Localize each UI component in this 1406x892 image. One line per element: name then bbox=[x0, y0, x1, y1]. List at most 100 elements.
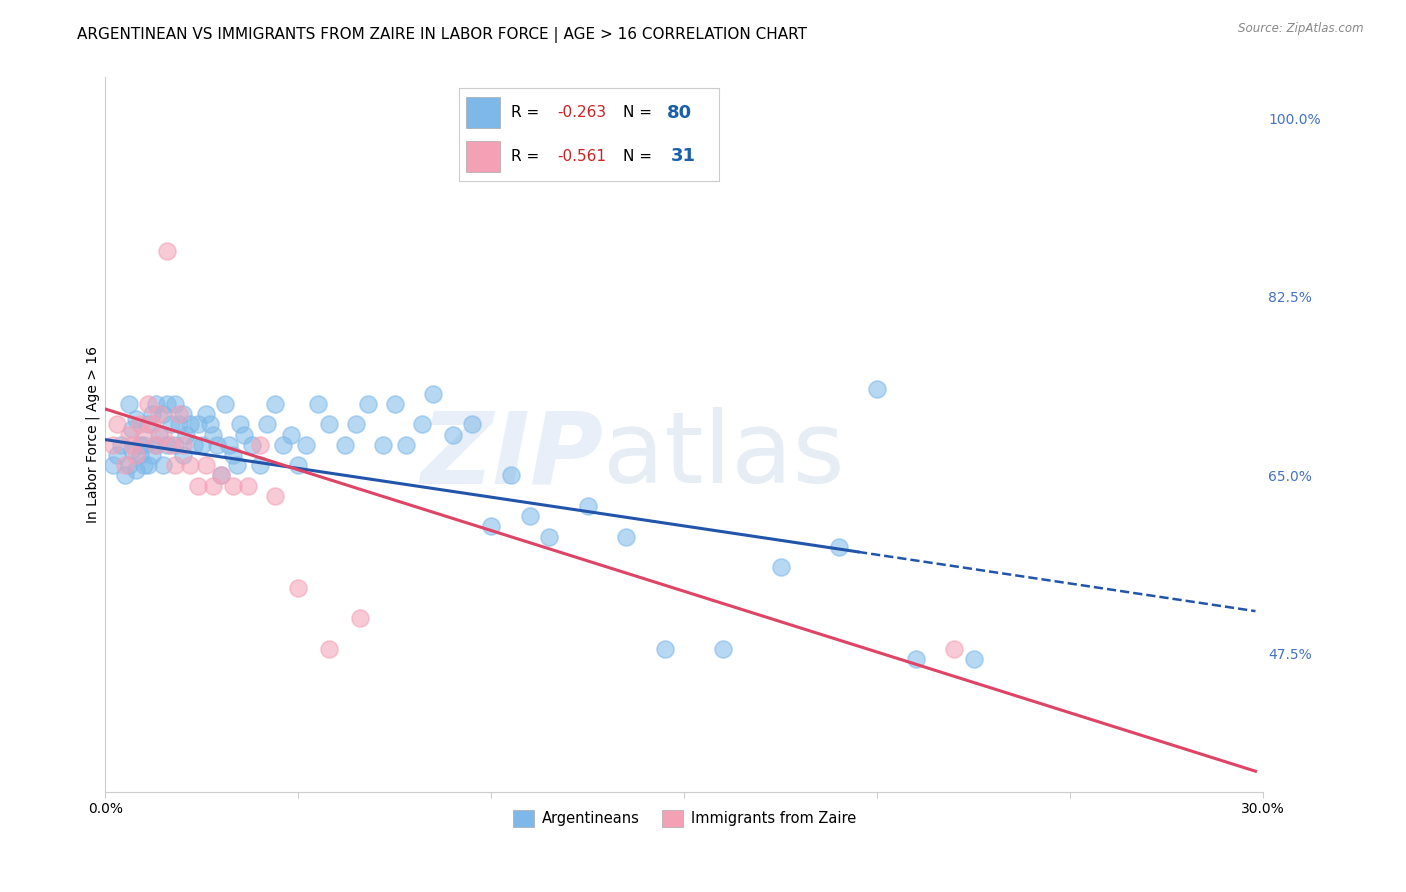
Point bbox=[145, 438, 167, 452]
Point bbox=[218, 438, 240, 452]
Point bbox=[236, 478, 259, 492]
Point bbox=[117, 458, 139, 472]
Point bbox=[136, 458, 159, 472]
Point bbox=[132, 458, 155, 472]
Point bbox=[384, 397, 406, 411]
Point bbox=[145, 397, 167, 411]
Text: Source: ZipAtlas.com: Source: ZipAtlas.com bbox=[1239, 22, 1364, 36]
Point bbox=[172, 448, 194, 462]
Point bbox=[156, 438, 179, 452]
Point bbox=[163, 438, 186, 452]
Point bbox=[318, 641, 340, 656]
Text: ZIP: ZIP bbox=[420, 408, 603, 505]
Point bbox=[114, 458, 136, 472]
Point bbox=[129, 438, 152, 452]
Point bbox=[207, 438, 229, 452]
Point bbox=[222, 478, 245, 492]
Legend: Argentineans, Immigrants from Zaire: Argentineans, Immigrants from Zaire bbox=[505, 803, 863, 834]
Point bbox=[209, 468, 232, 483]
Point bbox=[576, 499, 599, 513]
Point bbox=[167, 417, 190, 432]
Point bbox=[156, 244, 179, 258]
Point bbox=[160, 417, 183, 432]
Point bbox=[187, 478, 209, 492]
Point bbox=[349, 611, 371, 625]
Point bbox=[129, 448, 152, 462]
Point bbox=[499, 468, 522, 483]
Point bbox=[963, 652, 986, 666]
Point bbox=[105, 417, 128, 432]
Point bbox=[249, 458, 271, 472]
Point bbox=[152, 407, 174, 421]
Point bbox=[373, 438, 395, 452]
Point bbox=[333, 438, 356, 452]
Point bbox=[121, 442, 143, 457]
Point bbox=[125, 463, 148, 477]
Point bbox=[904, 652, 927, 666]
Point bbox=[357, 397, 380, 411]
Point bbox=[160, 438, 183, 452]
Point bbox=[176, 427, 198, 442]
Point bbox=[256, 417, 278, 432]
Y-axis label: In Labor Force | Age > 16: In Labor Force | Age > 16 bbox=[86, 346, 100, 523]
Point bbox=[229, 417, 252, 432]
Point bbox=[163, 458, 186, 472]
Point bbox=[287, 458, 309, 472]
Point bbox=[395, 438, 418, 452]
Point bbox=[249, 438, 271, 452]
Point bbox=[225, 458, 247, 472]
Point bbox=[264, 489, 287, 503]
Point bbox=[191, 438, 214, 452]
Point bbox=[125, 412, 148, 426]
Point bbox=[654, 641, 676, 656]
Point bbox=[307, 397, 329, 411]
Point bbox=[167, 407, 190, 421]
Point bbox=[202, 427, 225, 442]
Point bbox=[183, 438, 205, 452]
Point bbox=[943, 641, 966, 656]
Point bbox=[280, 427, 302, 442]
Point bbox=[110, 438, 132, 452]
Point bbox=[105, 448, 128, 462]
Point bbox=[479, 519, 502, 533]
Point bbox=[519, 509, 541, 524]
Point bbox=[711, 641, 734, 656]
Point bbox=[209, 468, 232, 483]
Point bbox=[101, 458, 124, 472]
Point bbox=[101, 438, 124, 452]
Point bbox=[148, 407, 170, 421]
Point bbox=[172, 407, 194, 421]
Text: atlas: atlas bbox=[603, 408, 845, 505]
Point bbox=[117, 397, 139, 411]
Point bbox=[145, 438, 167, 452]
Point bbox=[156, 397, 179, 411]
Point bbox=[194, 407, 217, 421]
Point bbox=[214, 397, 236, 411]
Point bbox=[616, 530, 638, 544]
Point bbox=[148, 427, 170, 442]
Point bbox=[264, 397, 287, 411]
Point bbox=[136, 397, 159, 411]
Point bbox=[179, 417, 201, 432]
Point bbox=[172, 438, 194, 452]
Point bbox=[117, 427, 139, 442]
Point bbox=[222, 448, 245, 462]
Point bbox=[163, 397, 186, 411]
Point bbox=[179, 458, 201, 472]
Point bbox=[318, 417, 340, 432]
Point bbox=[194, 458, 217, 472]
Point bbox=[129, 417, 152, 432]
Point bbox=[240, 438, 263, 452]
Point bbox=[295, 438, 318, 452]
Point bbox=[422, 386, 444, 401]
Point bbox=[141, 448, 163, 462]
Point bbox=[152, 458, 174, 472]
Point bbox=[132, 427, 155, 442]
Point bbox=[287, 581, 309, 595]
Point bbox=[132, 438, 155, 452]
Point bbox=[125, 448, 148, 462]
Point bbox=[152, 427, 174, 442]
Point bbox=[233, 427, 256, 442]
Point bbox=[827, 540, 849, 554]
Point bbox=[411, 417, 433, 432]
